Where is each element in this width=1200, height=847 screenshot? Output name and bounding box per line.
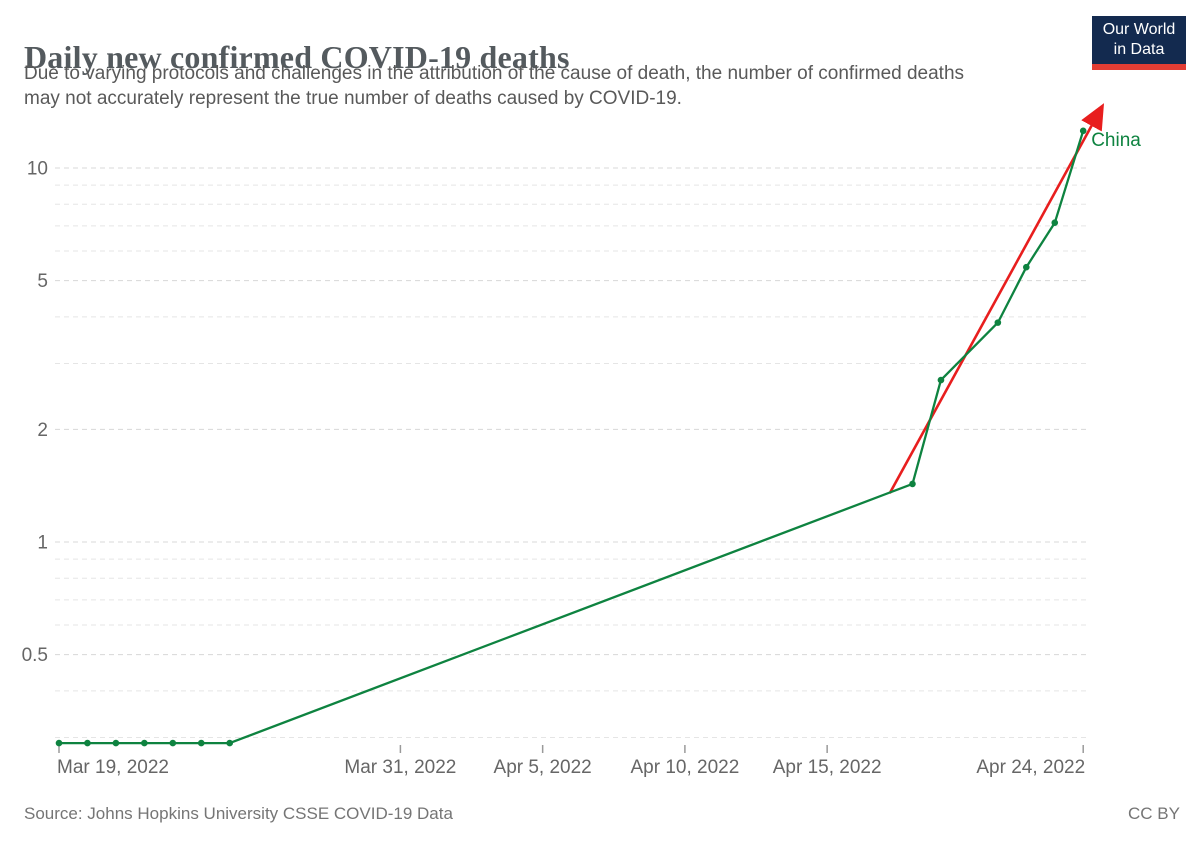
owid-logo-line1: Our World	[1102, 21, 1176, 38]
data-point	[994, 319, 1002, 326]
data-point	[909, 480, 916, 488]
gridlines	[55, 167, 1086, 739]
data-point	[1023, 263, 1030, 271]
y-axis-label: 10	[27, 159, 48, 180]
data-point	[55, 739, 63, 747]
x-axis-label: Mar 19, 2022	[57, 757, 169, 778]
y-axis-label: 5	[37, 271, 48, 292]
data-point	[141, 739, 148, 747]
chart-subtitle-line2: may not accurately represent the true nu…	[24, 88, 682, 109]
data-point	[937, 376, 945, 384]
y-axis-label: 1	[37, 533, 48, 554]
chart-subtitle: Due to varying protocols and challenges …	[24, 61, 964, 111]
data-point	[169, 739, 177, 747]
y-axis-label: 0.5	[22, 645, 48, 666]
data-point	[197, 739, 205, 747]
owid-logo-line2: in Data	[1113, 41, 1165, 58]
series-label: China	[1091, 130, 1141, 151]
owid-logo: Our World in Data	[1092, 16, 1186, 64]
y-axis-label: 2	[37, 420, 48, 441]
trend-arrow	[888, 103, 1105, 494]
x-axis-label: Apr 5, 2022	[494, 757, 592, 778]
data-point	[84, 739, 91, 747]
page-title: Daily new confirmed COVID-19 deaths	[24, 39, 570, 76]
data-point	[1079, 127, 1087, 135]
source-note: Source: Johns Hopkins University CSSE CO…	[24, 804, 453, 823]
data-point	[226, 739, 233, 747]
series-line	[59, 130, 1085, 745]
data-point	[1051, 219, 1059, 227]
trend-arrow-line	[888, 103, 1105, 494]
china-series: China	[55, 127, 1141, 747]
x-axis: Mar 19, 2022 Mar 31, 2022 Apr 5, 2022 Apr 1…	[57, 745, 1085, 778]
data-point	[112, 739, 120, 747]
chart-subtitle-line1: Due to varying protocols and challenges …	[24, 63, 965, 84]
x-axis-label: Apr 24, 2022	[976, 757, 1085, 778]
license-badge: CC BY	[1128, 804, 1180, 823]
x-axis-label: Apr 10, 2022	[630, 757, 739, 778]
x-axis-label: Apr 15, 2022	[773, 757, 882, 778]
owid-logo-red-bar	[1092, 64, 1186, 70]
x-axis-label: Mar 31, 2022	[344, 757, 456, 778]
y-axis: 10 5 2 1 0.5	[22, 159, 48, 667]
